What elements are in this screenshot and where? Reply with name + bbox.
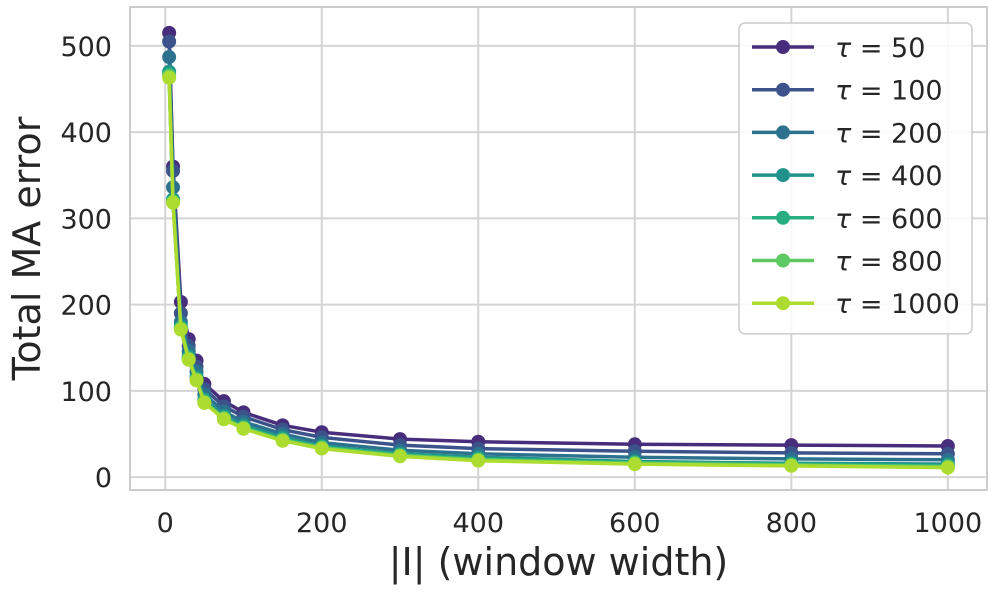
legend-item: τ = 1000 [752, 289, 960, 320]
legend-marker [776, 125, 790, 140]
x-tick-label: 400 [453, 508, 505, 539]
legend-marker [776, 253, 790, 268]
legend-item: τ = 100 [752, 76, 943, 107]
series-layer [162, 25, 955, 475]
legend-item: τ = 50 [752, 33, 925, 64]
y-tick-label: 500 [60, 32, 112, 63]
y-tick-label: 100 [60, 377, 112, 408]
data-point [275, 433, 290, 448]
legend-label: τ = 400 [835, 161, 943, 192]
legend-label: τ = 1000 [835, 289, 960, 320]
series-1000 [162, 70, 955, 475]
data-point [393, 449, 408, 464]
data-point [162, 34, 177, 49]
y-tick-label: 400 [60, 118, 112, 149]
data-point [189, 373, 204, 388]
data-point [173, 322, 188, 337]
legend-box [738, 22, 973, 335]
legend-marker [776, 82, 790, 97]
x-tick-label: 0 [157, 508, 174, 539]
x-tick-label: 600 [609, 508, 661, 539]
legend-marker [776, 210, 790, 225]
y-axis-label: Total MA error [5, 116, 49, 381]
legend-marker [776, 40, 790, 54]
legend-label: τ = 100 [835, 76, 943, 107]
legend-item: τ = 400 [752, 161, 943, 192]
tick-labels: 0 200 400 600 800 1000 0 100 200 300 400 500 [60, 32, 982, 539]
data-point [162, 70, 177, 85]
legend: τ = 50 τ = 100 τ = 200 τ = 400 τ = 600 τ = 80… [738, 22, 973, 335]
x-tick-label: 1000 [914, 508, 983, 539]
legend-item: τ = 200 [752, 118, 943, 149]
legend-item: τ = 800 [752, 247, 943, 278]
legend-marker [776, 296, 790, 311]
y-tick-label: 0 [95, 463, 112, 494]
data-point [216, 412, 231, 427]
data-point [627, 457, 642, 472]
data-point [784, 458, 799, 473]
data-point [181, 352, 196, 367]
legend-marker [776, 168, 790, 183]
x-axis-label: |I| (window width) [389, 540, 729, 585]
y-tick-label: 300 [60, 204, 112, 235]
legend-label: τ = 200 [835, 118, 943, 149]
data-point [162, 50, 177, 65]
data-point [166, 195, 181, 210]
legend-label: τ = 800 [835, 247, 943, 278]
legend-label: τ = 50 [835, 33, 925, 64]
legend-item: τ = 600 [752, 204, 943, 235]
y-tick-label: 200 [60, 291, 112, 322]
data-point [471, 453, 486, 468]
data-point [197, 395, 212, 410]
data-point [940, 460, 955, 475]
legend-label: τ = 600 [835, 204, 943, 235]
x-tick-label: 800 [766, 508, 818, 539]
data-point [314, 441, 329, 456]
plot-frame [129, 6, 988, 491]
x-tick-label: 200 [296, 508, 348, 539]
data-point [236, 421, 251, 436]
